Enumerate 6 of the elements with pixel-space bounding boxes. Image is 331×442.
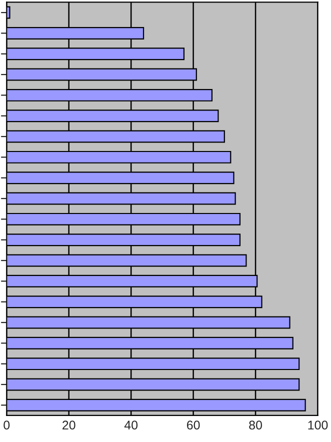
x-tick-label: 20 [62, 420, 76, 430]
x-tick-label: 100 [308, 420, 328, 430]
x-tick-label: 40 [124, 420, 138, 430]
x-tick-label: 0 [4, 420, 10, 430]
x-tick-label: 60 [186, 420, 200, 430]
x-tick-label: 80 [249, 420, 262, 430]
